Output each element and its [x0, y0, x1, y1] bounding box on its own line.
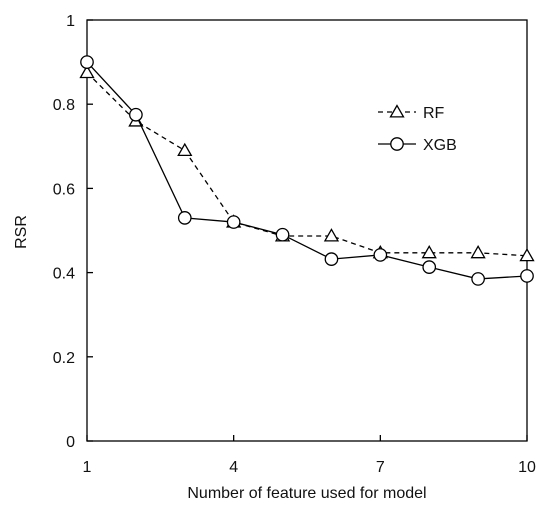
y-tick-label: 0 — [66, 434, 75, 451]
plot-area-border — [86, 19, 528, 442]
legend-item-rf: RF — [378, 104, 445, 122]
data-point-xgb — [520, 269, 534, 283]
y-tick-label: 0.4 — [53, 266, 75, 283]
y-tick-label: 0.6 — [53, 181, 75, 198]
y-axis-title: RSR — [13, 215, 30, 249]
data-point-xgb — [226, 215, 241, 229]
data-point-rf — [79, 64, 95, 79]
data-point-xgb — [324, 252, 339, 266]
x-axis-ticks: 1 4 7 10 — [83, 435, 536, 476]
legend-marker-xgb — [390, 137, 404, 151]
legend-label-xgb: XGB — [423, 137, 457, 154]
plot-frame — [86, 19, 528, 442]
x-tick-label: 4 — [229, 459, 238, 476]
series-xgb — [80, 55, 534, 286]
x-tick-label: 7 — [376, 459, 385, 476]
series-lines — [79, 55, 535, 286]
data-point-xgb — [177, 211, 192, 225]
y-tick-label: 1 — [66, 13, 75, 30]
x-tick-label: 10 — [518, 459, 536, 476]
y-tick-label: 0.2 — [53, 350, 75, 367]
x-tick-label: 1 — [83, 459, 92, 476]
series-rf — [79, 64, 535, 262]
series-line-rf — [86, 72, 528, 257]
y-tick-label: 0.8 — [53, 97, 75, 114]
data-point-rf — [177, 142, 193, 157]
legend: RF XGB — [378, 104, 457, 154]
legend-label-rf: RF — [423, 105, 445, 122]
data-point-xgb — [422, 260, 437, 274]
data-point-rf — [421, 245, 437, 259]
data-point-xgb — [373, 248, 388, 262]
data-point-xgb — [275, 227, 290, 242]
data-point-xgb — [471, 272, 485, 286]
data-point-rf — [323, 228, 340, 242]
data-point-xgb — [80, 55, 94, 69]
legend-item-xgb: XGB — [378, 137, 457, 154]
data-point-rf — [470, 245, 486, 259]
legend-marker-rf — [389, 104, 405, 118]
y-axis-ticks: 0 0.2 0.4 0.6 0.8 1 — [53, 13, 93, 451]
data-point-xgb — [129, 107, 143, 122]
x-axis-title: Number of feature used for model — [187, 485, 426, 502]
series-line-xgb — [86, 61, 528, 280]
data-point-rf — [519, 247, 535, 262]
